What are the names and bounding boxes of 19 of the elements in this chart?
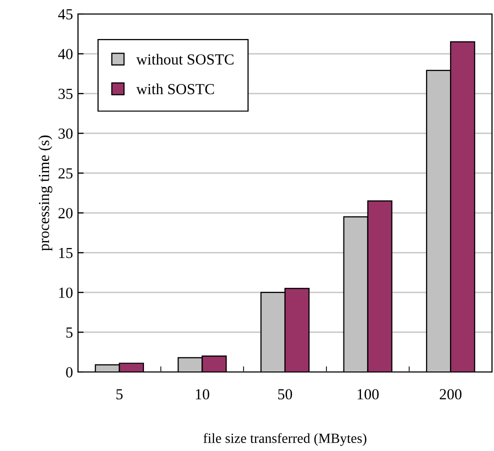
y-tick-label: 30 [58,128,73,139]
x-tick-label: 200 [440,389,462,400]
y-tick-label: 35 [58,88,73,100]
y-tick-label: 0 [66,367,73,378]
y-tick-label: 5 [66,328,73,338]
x-tick-label: 50 [278,389,292,400]
x-axis-title: file size transferred (MBytes) [203,433,366,446]
legend-label: without SOSTC [136,54,234,65]
y-tick-label: 45 [58,9,73,20]
y-tick-label: 15 [59,248,73,258]
y-axis-title: processing time (s) [38,136,52,251]
y-tick-label: 40 [58,48,73,60]
x-tick-label: 5 [116,389,123,400]
y-tick-label: 20 [58,208,73,218]
x-tick-label: 10 [196,389,210,400]
y-tick-label: 10 [59,288,73,298]
legend-label: with SOSTC [136,84,214,94]
y-tick-label: 25 [58,168,73,179]
x-tick-label: 100 [358,389,379,400]
